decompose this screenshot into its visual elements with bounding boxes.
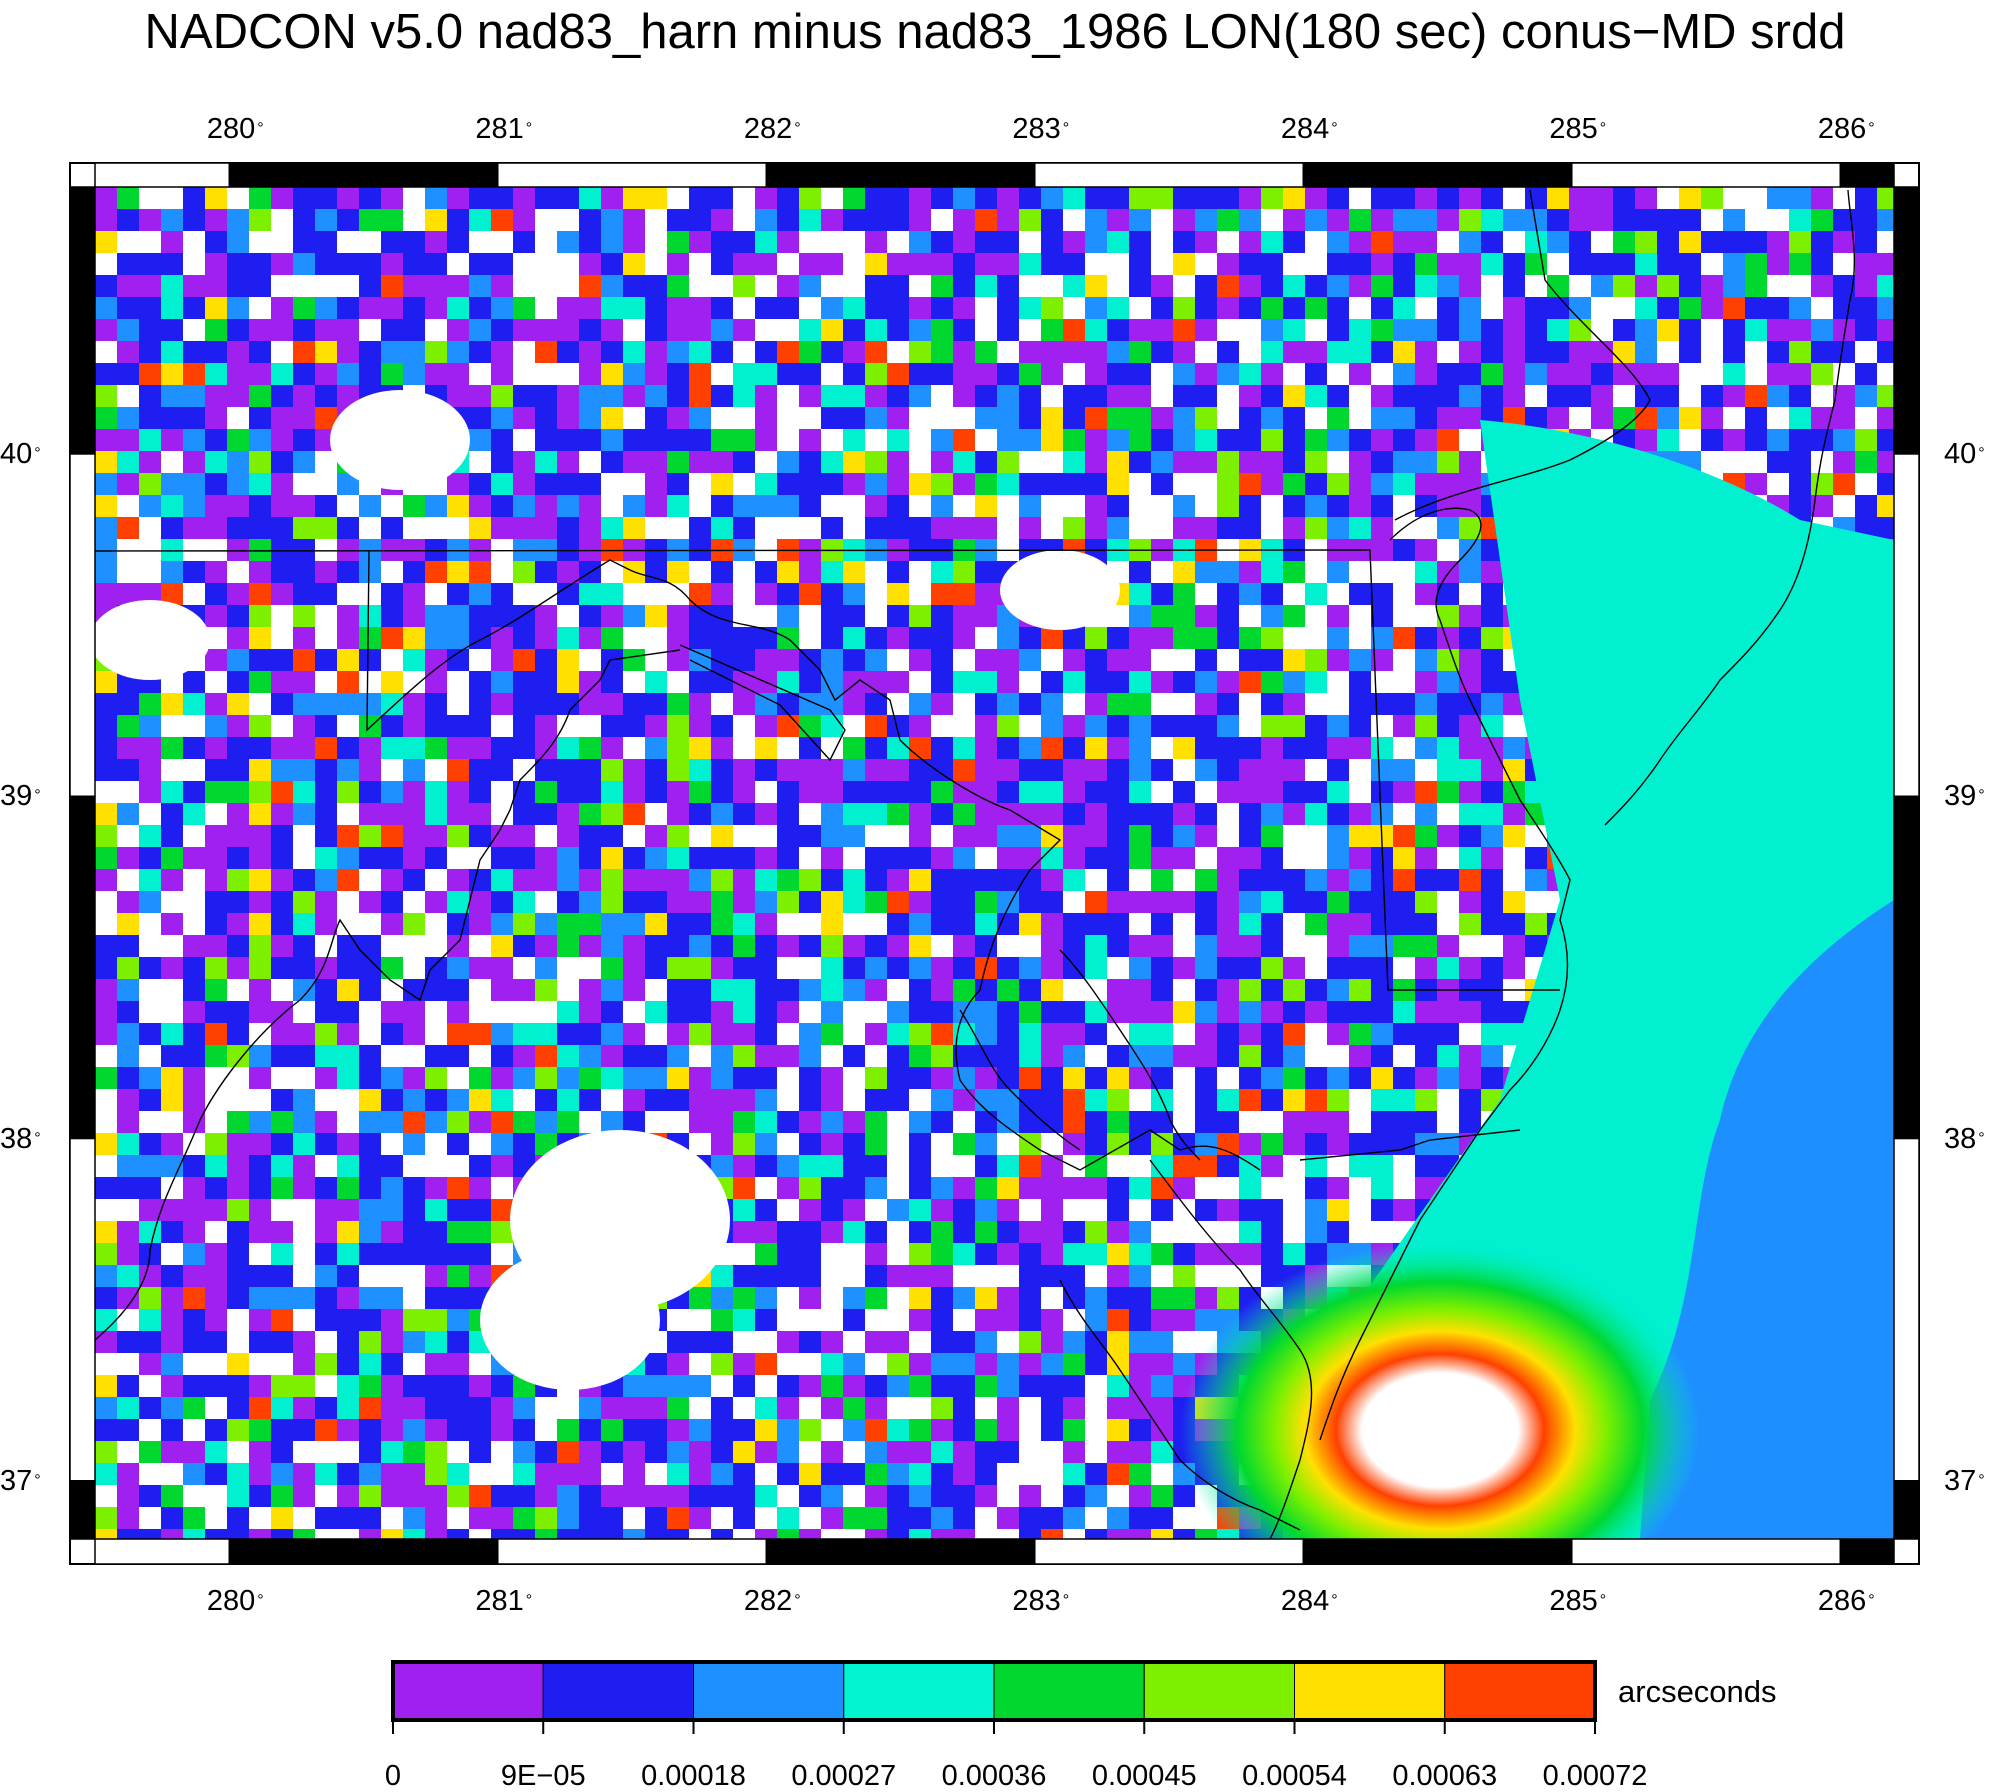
lon-tick-label-bottom: 284 ° (1280, 1585, 1338, 1617)
colorbar (391, 1660, 1597, 1734)
lon-tick-label-bottom: 283 ° (1012, 1585, 1070, 1617)
lon-tick-label-top: 283 ° (1012, 113, 1070, 145)
colorbar-segment (693, 1661, 845, 1721)
colorbar-segment (1143, 1661, 1295, 1721)
lon-tick-label-bottom: 282 ° (743, 1585, 801, 1617)
lat-tick-label-right: 37 ° (1944, 1464, 1985, 1497)
colorbar-tick-label: 0 (384, 1760, 402, 1792)
colorbar-tick-label: 0.00036 (941, 1760, 1047, 1792)
lon-tick-label-top: 286 ° (1817, 113, 1875, 145)
lon-tick-label-top: 284 ° (1280, 113, 1338, 145)
colorbar-unit-label: arcseconds (1618, 1674, 1777, 1709)
colorbar-tick-label: 0.00045 (1091, 1760, 1197, 1792)
lon-tick-label-bottom: 285 ° (1549, 1585, 1607, 1617)
colorbar-tick-label: 0.00027 (791, 1760, 897, 1792)
lat-tick-label-right: 39 ° (1944, 780, 1985, 813)
colorbar-segment (542, 1661, 694, 1721)
lat-tick-label-right: 38 ° (1944, 1122, 1985, 1155)
ocean-deep-field (1640, 900, 1894, 1539)
lat-tick-label-left: 38 ° (0, 1122, 41, 1155)
lat-tick-label-right: 40 ° (1944, 437, 1985, 470)
map-border-scale (69, 162, 1920, 1565)
colorbar-segment (1444, 1661, 1596, 1721)
map-title: NADCON v5.0 nad83_harn minus nad83_1986 … (144, 5, 1846, 59)
colorbar-tick-label: 0.00072 (1542, 1760, 1648, 1792)
colorbar-tick-label: 0.00063 (1392, 1760, 1498, 1792)
lon-tick-label-bottom: 281 ° (475, 1585, 533, 1617)
lon-tick-label-bottom: 280 ° (206, 1585, 264, 1617)
map-raster (95, 187, 1894, 1539)
colorbar-segment (843, 1661, 995, 1721)
lon-tick-label-top: 285 ° (1549, 113, 1607, 145)
offshore-anomaly (1180, 1240, 1700, 1539)
lon-tick-label-top: 282 ° (743, 113, 801, 145)
colorbar-segment (993, 1661, 1145, 1721)
lat-tick-label-left: 37 ° (0, 1464, 41, 1497)
lon-tick-label-top: 280 ° (206, 113, 264, 145)
colorbar-segment (1294, 1661, 1446, 1721)
colorbar-tick-label: 0.00054 (1242, 1760, 1347, 1792)
colorbar-segment (392, 1661, 544, 1721)
lon-tick-label-bottom: 286 ° (1817, 1585, 1875, 1617)
lon-tick-label-top: 281 ° (475, 113, 533, 145)
boundary-lines (95, 189, 1856, 1539)
colorbar-tick-label: 9E−05 (500, 1760, 586, 1792)
colorbar-tick-label: 0.00018 (641, 1760, 746, 1792)
lat-tick-label-left: 40 ° (0, 437, 41, 470)
lat-tick-label-left: 39 ° (0, 780, 41, 813)
